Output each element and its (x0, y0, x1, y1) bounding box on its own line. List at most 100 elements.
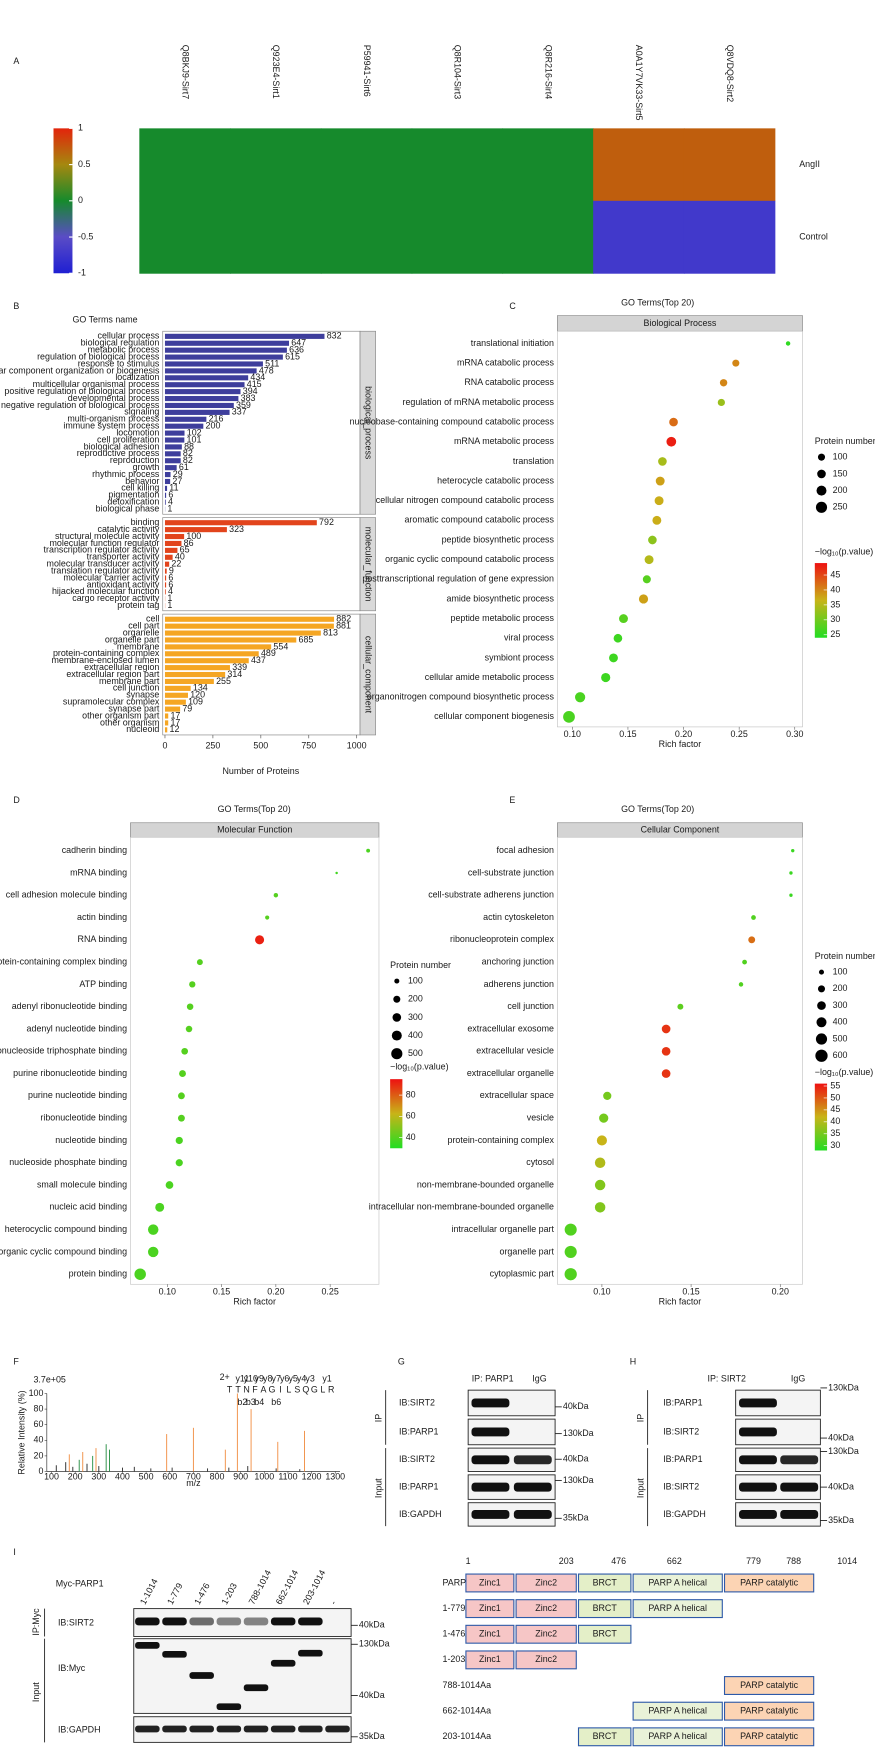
bubble (187, 1003, 193, 1009)
size-marker: 40kDa (359, 1690, 385, 1700)
category-label: regulation of mRNA metabolic process (402, 397, 554, 407)
color-legend-title: −log₁₀(p.value) (390, 1061, 448, 1071)
domain-label: Zinc1 (479, 1629, 501, 1639)
domain-label: BRCT (593, 1731, 618, 1741)
x-tick-label: 0.25 (730, 729, 747, 739)
column-label: Q8R104-Sirt3 (453, 45, 463, 99)
blot-group: IP (373, 1414, 383, 1422)
x-tick-label: 400 (115, 1471, 130, 1481)
category-label: translational initiation (471, 338, 554, 348)
category-label: cell junction (507, 1001, 554, 1011)
category-label: ATP binding (79, 979, 127, 989)
x-axis-title: Rich factor (659, 1296, 702, 1306)
category-label: nucleoid (126, 724, 159, 734)
blot-row-label: IB:SIRT2 (58, 1617, 94, 1627)
band (217, 1726, 242, 1733)
bar (165, 686, 191, 691)
colorbar-label: 35 (830, 1128, 840, 1138)
bubble (148, 1224, 158, 1234)
bubble (662, 1025, 671, 1034)
bar (165, 341, 289, 346)
domain-label: PARP catalytic (740, 1680, 799, 1690)
facet-label: Cellular Component (641, 824, 720, 834)
size-legend-label: 600 (833, 1050, 848, 1060)
category-label: organic cyclic compound binding (0, 1246, 127, 1256)
sequence-letter: L (320, 1384, 325, 1394)
value-label: 881 (336, 621, 351, 631)
colorbar-label: 40 (830, 584, 840, 594)
category-label: cell adhesion molecule binding (6, 890, 127, 900)
colorbar-label: 30 (830, 1140, 840, 1150)
size-legend-key (392, 1013, 401, 1022)
colorbar-label: 60 (406, 1111, 416, 1121)
size-legend-label: 150 (833, 468, 848, 478)
bubble (656, 477, 665, 486)
band (162, 1651, 187, 1658)
bar (165, 375, 248, 380)
size-legend-label: 200 (833, 983, 848, 993)
domain-label: BRCT (593, 1629, 618, 1639)
colorbar (815, 563, 827, 638)
value-label: 615 (285, 351, 300, 361)
sequence-letter: N (243, 1384, 249, 1394)
colorbar-label: 40 (830, 1116, 840, 1126)
band (271, 1660, 296, 1667)
lane-label: 662-1014 (274, 1568, 301, 1606)
bar (165, 534, 184, 539)
bubble (178, 1115, 185, 1122)
band (471, 1455, 509, 1464)
sequence-letter: I (279, 1384, 281, 1394)
size-marker: 40kDa (563, 1454, 589, 1464)
domain-label: Zinc2 (535, 1577, 557, 1587)
band (189, 1618, 214, 1626)
bubble (176, 1159, 183, 1166)
bubble (335, 872, 337, 874)
size-legend-key (815, 1050, 827, 1062)
lane-label: 788-1014 (247, 1568, 274, 1606)
value-label: 813 (323, 627, 338, 637)
size-legend-title: Protein number (390, 960, 451, 970)
category-label: cadherin binding (62, 845, 127, 855)
colorbar-label: -0.5 (78, 231, 93, 241)
bar (165, 582, 166, 587)
category-label: mRNA catabolic process (457, 357, 555, 367)
facet-label: Molecular Function (217, 824, 292, 834)
domain-label: PARP catalytic (740, 1706, 799, 1716)
bubble (274, 893, 278, 897)
band (739, 1510, 777, 1519)
band (471, 1510, 509, 1519)
blot-header: IP: PARP1 (472, 1373, 514, 1383)
bubble (155, 1203, 164, 1212)
bubble (166, 1181, 174, 1189)
size-marker: 130kDa (563, 1428, 594, 1438)
column-label: Q8VDQ8-Sirt2 (725, 45, 735, 102)
category-label: cellular amide metabolic process (425, 672, 555, 682)
blot-row-label: IB:PARP1 (399, 1426, 438, 1436)
category-label: posttranscriptional regulation of gene e… (362, 574, 554, 584)
value-label: 12 (169, 724, 179, 734)
chart-title: GO Terms(Top 20) (218, 804, 291, 814)
residue-position: 476 (611, 1556, 626, 1566)
heatmap-cell (684, 128, 775, 201)
colorbar-label: 25 (830, 629, 840, 639)
band (780, 1455, 818, 1464)
size-legend-label: 500 (408, 1048, 423, 1058)
category-label: mRNA binding (70, 867, 127, 877)
bubble (595, 1158, 605, 1168)
size-marker: 35kDa (828, 1515, 854, 1525)
category-label: amide biosynthetic process (447, 593, 555, 603)
bubble (176, 1137, 183, 1144)
residue-position: 1 (466, 1556, 471, 1566)
size-legend-label: 300 (833, 1000, 848, 1010)
bar (165, 382, 245, 387)
domain-label: BRCT (593, 1603, 618, 1613)
bar (165, 500, 166, 505)
x-tick-label: 100 (44, 1471, 59, 1481)
bubble (677, 1004, 683, 1010)
domain-label: Zinc2 (535, 1629, 557, 1639)
x-tick-label: 1000 (254, 1471, 274, 1481)
value-label: 792 (319, 517, 334, 527)
band (739, 1483, 777, 1492)
band (514, 1455, 552, 1464)
bubble (575, 692, 585, 702)
